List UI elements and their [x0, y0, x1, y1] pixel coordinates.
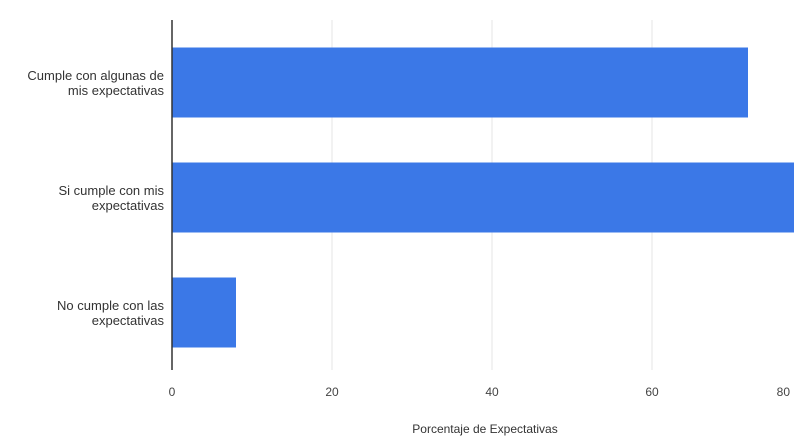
x-tick-label: 0: [169, 385, 176, 399]
category-label: Si cumple con mis expectativas: [58, 182, 164, 213]
bar: [172, 277, 236, 348]
category-label: Cumple con algunas de mis expectativas: [27, 67, 164, 98]
category-label: No cumple con las expectativas: [57, 297, 164, 328]
x-tick-label: 60: [645, 385, 659, 399]
bars: [172, 47, 794, 348]
x-tick-label: 20: [325, 385, 339, 399]
x-tick-labels: 0 20 40 60 80: [169, 385, 791, 399]
bar: [172, 47, 748, 118]
x-axis-title: Porcentaje de Expectativas: [412, 422, 558, 436]
bar: [172, 162, 794, 233]
x-tick-label: 40: [485, 385, 499, 399]
x-tick-label: 80: [777, 385, 791, 399]
